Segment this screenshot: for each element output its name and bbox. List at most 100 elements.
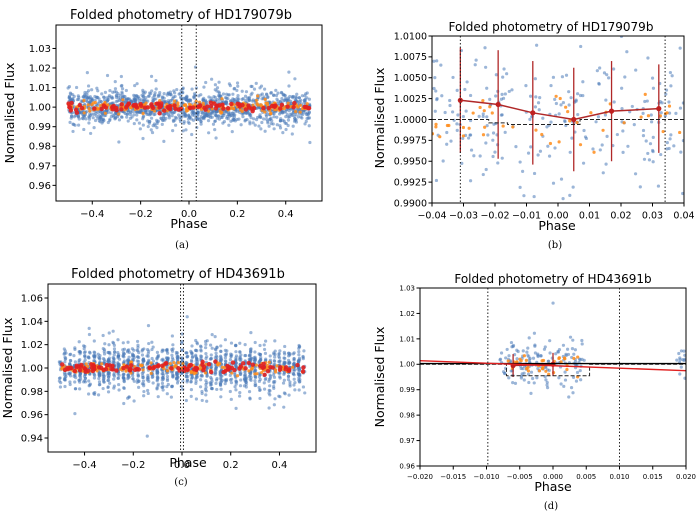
- raw-point: [283, 344, 287, 349]
- raw-point: [122, 401, 126, 406]
- raw-point: [76, 94, 80, 98]
- raw-point: [252, 357, 256, 362]
- raw-point: [231, 97, 235, 101]
- raw-point: [63, 355, 67, 359]
- raw-point: [287, 70, 291, 74]
- binned-mean-point: [270, 365, 275, 370]
- raw-point: [97, 355, 101, 359]
- raw-point: [234, 361, 239, 365]
- raw-point: [87, 117, 92, 121]
- raw-point: [149, 116, 154, 120]
- raw-point: [641, 128, 646, 133]
- raw-point: [503, 130, 507, 134]
- raw-point: [681, 191, 684, 196]
- raw-point: [571, 185, 575, 189]
- raw-point: [95, 86, 99, 90]
- panel-b-xlabel: Phase: [538, 218, 576, 233]
- raw-point: [287, 84, 291, 88]
- raw-point: [194, 397, 199, 401]
- raw-point: [87, 350, 92, 354]
- raw-point: [132, 348, 136, 352]
- raw-point: [273, 339, 277, 343]
- raw-point: [112, 347, 117, 351]
- raw-point: [278, 126, 283, 130]
- raw-point: [89, 131, 93, 136]
- binned-mean-point: [107, 363, 113, 368]
- raw-point: [445, 130, 449, 135]
- raw-point: [651, 86, 656, 90]
- raw-point: [301, 112, 305, 117]
- raw-point: [113, 87, 118, 91]
- binned-mean-point: [221, 106, 226, 111]
- raw-point: [160, 349, 164, 354]
- binned-mean-point: [66, 101, 71, 106]
- raw-point: [621, 150, 625, 154]
- raw-point: [198, 385, 203, 389]
- binned-point: [643, 92, 647, 96]
- raw-point: [283, 352, 287, 356]
- y-tick-label: 0.97: [29, 161, 51, 172]
- raw-point: [93, 373, 97, 377]
- raw-point: [204, 385, 208, 389]
- raw-point: [121, 94, 125, 99]
- raw-point: [146, 391, 150, 396]
- binned-point: [149, 371, 153, 375]
- raw-point: [241, 115, 245, 119]
- binned-mean-point: [164, 360, 169, 366]
- raw-point: [220, 379, 224, 383]
- raw-point: [191, 118, 196, 122]
- raw-point: [641, 134, 646, 138]
- binned-point: [260, 370, 264, 375]
- raw-point: [281, 118, 285, 122]
- raw-point: [659, 111, 663, 115]
- raw-point: [304, 119, 308, 123]
- binned-point: [526, 365, 530, 369]
- y-tick-label: 0.96: [21, 410, 43, 421]
- raw-point: [441, 159, 445, 163]
- raw-point: [158, 90, 162, 95]
- raw-point: [283, 360, 287, 364]
- binned-mean-point: [185, 367, 190, 373]
- raw-point: [234, 109, 238, 113]
- raw-point: [217, 114, 221, 118]
- raw-point: [257, 352, 261, 356]
- raw-point: [90, 88, 94, 92]
- raw-point: [136, 359, 141, 364]
- panel-a-xlabel: Phase: [170, 216, 208, 231]
- raw-point: [68, 91, 72, 95]
- binned-point: [575, 120, 579, 125]
- x-tick-label: 0.00: [547, 211, 568, 222]
- raw-point: [641, 111, 645, 115]
- raw-point: [455, 128, 459, 133]
- raw-point: [244, 98, 248, 102]
- binned-mean-point: [89, 362, 94, 367]
- raw-edge-point: [679, 349, 684, 353]
- raw-point: [250, 91, 254, 95]
- binned-point: [181, 361, 185, 366]
- raw-point: [467, 136, 471, 140]
- raw-point: [659, 152, 663, 157]
- raw-point: [82, 127, 86, 132]
- raw-point: [133, 83, 137, 88]
- raw-point: [570, 136, 574, 140]
- raw-point: [234, 357, 238, 362]
- binned-point: [255, 101, 259, 106]
- raw-point: [117, 373, 121, 377]
- raw-point: [182, 121, 186, 125]
- raw-point: [113, 350, 117, 354]
- raw-point: [488, 97, 492, 101]
- raw-point: [68, 352, 73, 356]
- raw-point: [667, 100, 671, 104]
- raw-point: [154, 79, 158, 83]
- binned-point: [282, 106, 286, 111]
- binned-point: [646, 114, 651, 118]
- raw-point: [79, 110, 84, 114]
- binned-point: [515, 360, 519, 364]
- binned-point: [578, 143, 583, 147]
- raw-point: [135, 348, 139, 352]
- raw-point: [84, 117, 88, 121]
- raw-point: [160, 376, 165, 380]
- raw-point: [176, 372, 180, 376]
- binned-point: [678, 130, 682, 135]
- raw-point: [214, 366, 218, 371]
